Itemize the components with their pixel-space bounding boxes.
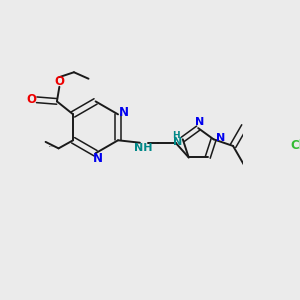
Text: N: N xyxy=(119,106,129,119)
Text: O: O xyxy=(54,75,64,88)
Text: Cl: Cl xyxy=(291,140,300,152)
Text: N: N xyxy=(216,133,226,143)
Text: N: N xyxy=(195,117,205,127)
Text: O: O xyxy=(26,93,36,106)
Text: methyl: methyl xyxy=(49,146,54,147)
Text: N: N xyxy=(93,152,103,165)
Text: N: N xyxy=(173,137,183,147)
Text: H: H xyxy=(172,131,179,140)
Text: NH: NH xyxy=(134,143,152,153)
